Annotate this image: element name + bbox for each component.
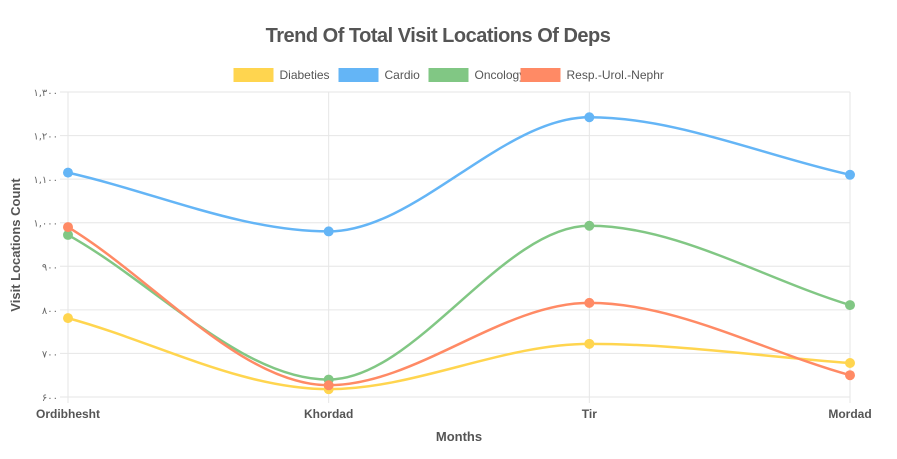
data-point[interactable] — [63, 229, 73, 240]
legend-label: Oncology — [475, 68, 526, 82]
y-tick-label: ۷۰۰ — [42, 349, 58, 360]
legend-item[interactable]: Diabeties — [233, 68, 330, 82]
x-axis-ticks: Ordibhesht Khordad Tir Mordad — [36, 407, 872, 421]
x-tick-label: Tir — [582, 407, 597, 421]
data-point[interactable] — [845, 169, 855, 180]
x-tick-label: Ordibhesht — [36, 407, 100, 421]
y-tick-label: ۶۰۰ — [42, 393, 58, 404]
chart-title: Trend Of Total Visit Locations Of Deps — [266, 25, 611, 47]
y-tick-label: ۱,۱۰۰ — [33, 175, 58, 186]
legend-swatch — [520, 68, 561, 82]
y-axis-title: Visit Locations Count — [8, 178, 23, 312]
y-tick-label: ۹۰۰ — [42, 262, 58, 273]
y-axis-ticks: ۶۰۰ ۷۰۰ ۸۰۰ ۹۰۰ ۱,۰۰۰ ۱,۱۰۰ ۱,۲۰۰ ۱,۳۰۰ — [33, 88, 58, 404]
y-tick-label: ۱,۲۰۰ — [33, 132, 58, 143]
series-line-1 — [67, 116, 851, 233]
data-point[interactable] — [584, 297, 595, 308]
data-point[interactable] — [584, 338, 595, 349]
y-tick-label: ۸۰۰ — [42, 306, 58, 317]
legend: Diabeties Cardio Oncology Resp.-Urol.-Nephr — [233, 68, 664, 82]
legend-label: Cardio — [385, 68, 421, 82]
data-point[interactable] — [584, 112, 595, 123]
legend-item[interactable]: Cardio — [338, 68, 421, 82]
gridlines — [60, 91, 851, 403]
x-tick-label: Mordad — [828, 407, 871, 421]
data-point[interactable] — [323, 226, 334, 237]
series-lines — [67, 116, 851, 391]
x-tick-label: Khordad — [304, 407, 353, 421]
series-line-3 — [67, 226, 851, 387]
legend-swatch — [338, 68, 379, 82]
data-point[interactable] — [323, 380, 334, 391]
legend-label: Diabeties — [280, 68, 330, 82]
data-point[interactable] — [845, 358, 855, 369]
legend-item[interactable]: Resp.-Urol.-Nephr — [520, 68, 664, 82]
data-point[interactable] — [63, 222, 73, 233]
x-axis-title: Months — [436, 429, 482, 444]
series-points — [63, 112, 855, 395]
legend-label: Resp.-Urol.-Nephr — [567, 68, 664, 82]
legend-item[interactable]: Oncology — [428, 68, 526, 82]
series-line-2 — [67, 224, 851, 381]
y-tick-label: ۱,۰۰۰ — [33, 219, 58, 230]
data-point[interactable] — [845, 300, 855, 311]
legend-swatch — [428, 68, 469, 82]
series-line-0 — [67, 316, 851, 391]
data-point[interactable] — [63, 313, 73, 324]
legend-swatch — [233, 68, 274, 82]
data-point[interactable] — [584, 220, 595, 231]
data-point[interactable] — [63, 167, 73, 178]
y-tick-label: ۱,۳۰۰ — [33, 88, 58, 99]
data-point[interactable] — [845, 370, 855, 381]
